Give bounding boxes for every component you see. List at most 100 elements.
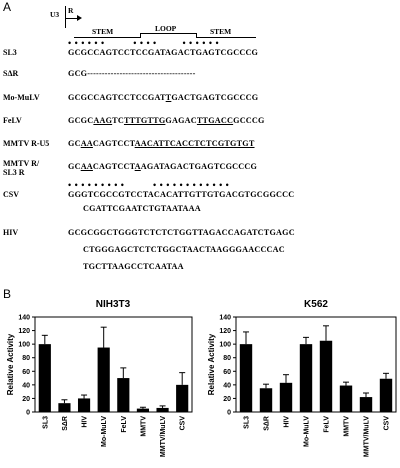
- bar: [58, 403, 71, 412]
- seq-mmtv-r-sl3: GCAACAGTCCTAAGATAGACTGAGTCGCCCG: [68, 162, 257, 171]
- seq-felv: GCGCAAGTCTTTGTTGGAGACTTGACCGCCCG: [68, 116, 265, 125]
- seq-segment: AGATAGACTGAGTCGCCCG: [140, 162, 258, 171]
- pairing-dots: • • • • • • • • • • • • • • • •: [68, 38, 220, 48]
- seq-hiv-line2: CTGGGAGCTCTCTGGCTAACTAAGGGAACCCAC: [83, 245, 285, 254]
- seq-segment: AA: [80, 139, 93, 148]
- x-tick-label: HIV: [284, 416, 291, 428]
- x-tick-label: FeLV: [121, 416, 128, 433]
- x-tick-label: MMTV: [140, 416, 147, 437]
- bar-charts: NIH3T3 0 20 40 60 80 100 120 140 Relative Activit…: [6, 299, 397, 457]
- bar: [77, 398, 91, 412]
- seq-name-csv: CSV: [3, 190, 20, 199]
- seq-segment: GC: [68, 139, 81, 148]
- u3-label: U3: [50, 10, 60, 19]
- seq-sdr: GCG-------------------------------------: [68, 69, 196, 78]
- seq-name-felv: FeLV: [3, 116, 22, 125]
- y-tick-label: 100: [18, 342, 30, 349]
- seq-segment: A: [134, 162, 141, 171]
- y-tick-label: 40: [22, 382, 30, 389]
- plot-frame: [235, 316, 397, 413]
- chart-title: NIH3T3: [96, 299, 131, 310]
- seq-segment: T: [165, 93, 172, 102]
- stem1-tick: [140, 33, 141, 38]
- y-tick-label: 120: [219, 328, 231, 335]
- seq-segment: GAGAC: [165, 116, 197, 125]
- seq-name-mmtv-ru5: MMTV R-U5: [3, 139, 50, 148]
- x-tick-label: MMTV/MuLV: [364, 416, 371, 457]
- x-tick-label: HIV: [82, 416, 89, 428]
- r-label: R: [68, 6, 74, 15]
- seq-segment: TTTGTTG: [123, 116, 166, 125]
- seq-segment: TTGACC: [196, 116, 234, 125]
- y-tick-label: 100: [219, 342, 231, 349]
- seq-segment: GCGC: [68, 116, 94, 125]
- bar: [239, 344, 253, 412]
- seq-name-momulv: Mo-MuLV: [3, 93, 40, 102]
- seq-segment: GACTGAGTCGCCCG: [171, 93, 259, 102]
- x-tick-label: Mo-MuLV: [101, 416, 108, 447]
- seq-hiv-line1: GCGCGGCTGGGTCTCTCTGGTTAGACCAGATCTGAGC: [68, 228, 295, 237]
- bar: [299, 344, 313, 412]
- stem1-label: STEM: [92, 27, 114, 36]
- seq-name-sl3: SL3: [3, 48, 17, 57]
- bar: [279, 382, 293, 412]
- seq-segment: CAGTCCT: [92, 139, 135, 148]
- loop-label: LOOP: [155, 24, 177, 33]
- x-tick-label: SL3: [244, 416, 251, 429]
- y-tick-label: 80: [223, 355, 231, 362]
- seq-name-hiv: HIV: [3, 228, 19, 237]
- bar: [136, 408, 150, 412]
- bar: [319, 340, 333, 412]
- arrow-head-icon: [77, 15, 82, 21]
- x-tick-label: SΔR: [264, 416, 271, 431]
- seq-segment: CAGTCCT: [92, 162, 135, 171]
- x-tick-label: MMTV/MuLV: [160, 416, 167, 457]
- stem2-bar: [196, 37, 256, 38]
- bar: [176, 384, 189, 412]
- seq-hiv-line3: TGCTTAAGCCTCAATAA: [83, 262, 184, 271]
- seq-segment: GCGCCAGTCCTCCGAT: [68, 93, 166, 102]
- seq-segment: TC: [112, 116, 124, 125]
- chart-k562: K562 0 20 40 60 80 100 120 140 Relative Activity S…: [207, 299, 397, 457]
- y-axis-label: Relative Activity: [207, 333, 216, 395]
- seq-segment: GC: [68, 162, 81, 171]
- seq-segment: AA: [80, 162, 93, 171]
- bar: [156, 407, 169, 412]
- y-tick-label: 60: [223, 369, 231, 376]
- r-arrow: [65, 18, 79, 19]
- seq-segment: GCCCG: [233, 116, 265, 125]
- x-tick-label: MMTV: [344, 416, 351, 437]
- seq-name-mmtv-r-line1: MMTV R/: [3, 159, 40, 168]
- bar: [38, 344, 51, 412]
- y-axis-label: Relative Activity: [6, 333, 15, 395]
- chart-nih3t3: NIH3T3 0 20 40 60 80 100 120 140 Relative Activit…: [6, 299, 193, 457]
- bar: [117, 378, 130, 412]
- u3-r-boundary: [65, 6, 66, 28]
- y-tick-label: 140: [18, 315, 30, 322]
- y-tick-label: 120: [18, 328, 30, 335]
- bar: [359, 397, 373, 412]
- seq-segment: AAG: [93, 116, 113, 125]
- x-tick-label: CSV: [384, 416, 391, 431]
- bar: [379, 378, 393, 412]
- bar: [97, 347, 110, 412]
- seq-csv-line1: GGGTCGCCGTCCTACACATTGTTGTGACGTGCGGCCC: [68, 190, 295, 199]
- seq-name-sdr: SΔR: [3, 69, 19, 78]
- panel-a-label: A: [3, 0, 12, 14]
- seq-segment: AACATTCACCTCTCGTGTGT: [134, 139, 255, 148]
- seq-mmtv-ru5: GCAACAGTCCTAACATTCACCTCTCGTGTGT: [68, 139, 255, 148]
- seq-name-mmtv-r-line2: SL3 R: [3, 168, 25, 177]
- x-tick-label: SΔR: [62, 416, 69, 431]
- csv-pairing-dots: • • • • • • • • • • • • • • • • • • • • …: [68, 180, 230, 190]
- stem2-tick: [196, 33, 197, 38]
- y-tick-label: 140: [219, 315, 231, 322]
- bar: [259, 388, 273, 412]
- chart-title: K562: [304, 299, 328, 310]
- y-tick-label: 80: [22, 355, 30, 362]
- plot-frame: [34, 316, 193, 413]
- seq-csv-line2: CGATTCGAATCTGTAATAAA: [83, 204, 201, 213]
- seq-momulv: GCGCCAGTCCTCCGATTGACTGAGTCGCCCG: [68, 93, 258, 102]
- x-tick-label: Mo-MuLV: [304, 416, 311, 447]
- y-tick-label: 40: [223, 382, 231, 389]
- stem1-bar: [74, 37, 140, 38]
